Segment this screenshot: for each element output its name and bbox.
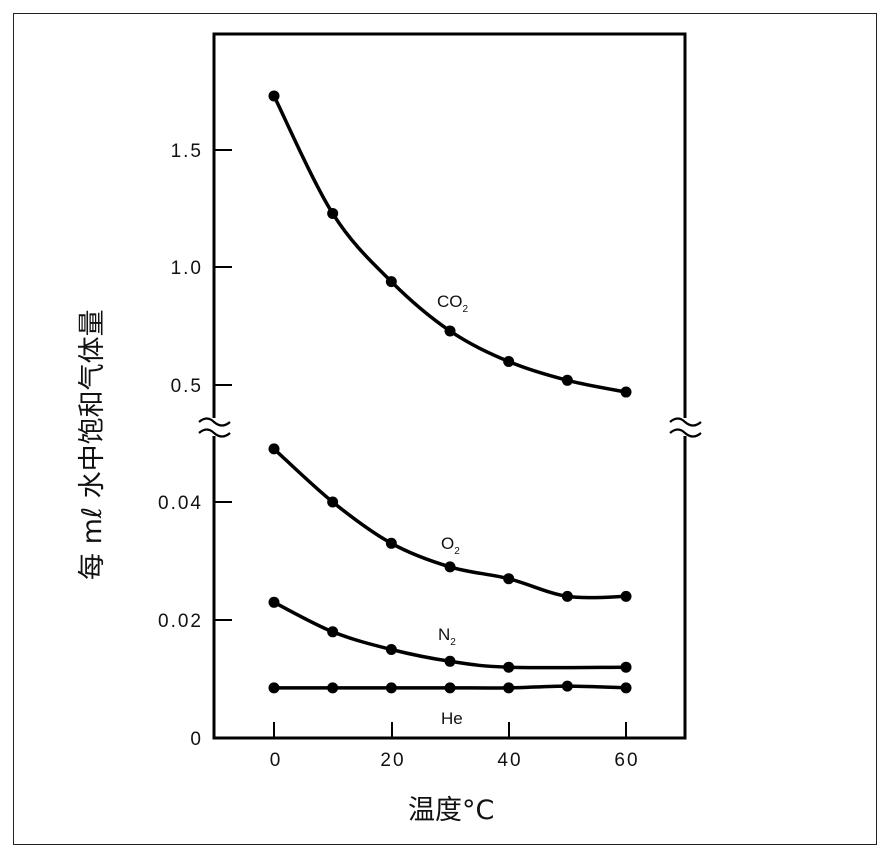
y-tick-label-1.5: 1.5 bbox=[171, 141, 203, 162]
data-point bbox=[620, 661, 632, 673]
data-point bbox=[444, 561, 456, 573]
data-point bbox=[620, 590, 632, 602]
y-tick-label-0: 0 bbox=[190, 729, 203, 750]
data-point bbox=[561, 590, 573, 602]
axis-break-left-icon bbox=[198, 417, 231, 438]
data-point bbox=[444, 655, 456, 667]
series-label-co2: CO2 bbox=[437, 292, 469, 315]
data-point bbox=[561, 680, 573, 692]
axis-break-right-icon bbox=[669, 417, 702, 438]
x-tick-label-0: 0 bbox=[270, 750, 283, 771]
data-point bbox=[327, 626, 339, 638]
data-point bbox=[327, 496, 339, 508]
series-label-n2: N2 bbox=[438, 625, 456, 648]
x-axis-label: 温度°C bbox=[408, 795, 495, 826]
data-point bbox=[503, 661, 515, 673]
data-point bbox=[503, 573, 515, 585]
series-label-he: He bbox=[441, 709, 463, 728]
data-point bbox=[327, 682, 339, 694]
data-point bbox=[561, 374, 573, 386]
data-point bbox=[444, 325, 456, 337]
x-tick-label-40: 40 bbox=[497, 750, 522, 771]
series-label-o2: O2 bbox=[441, 534, 460, 557]
data-point bbox=[385, 644, 397, 655]
data-point bbox=[503, 682, 515, 694]
data-point bbox=[444, 682, 456, 694]
x-tick-label-20: 20 bbox=[380, 750, 405, 771]
figure-border bbox=[13, 13, 877, 845]
series-layer bbox=[268, 90, 632, 694]
series-line-co bbox=[272, 95, 627, 394]
y-tick-label-0.04: 0.04 bbox=[158, 493, 203, 514]
x-tick-label-60: 60 bbox=[614, 750, 639, 771]
series-line-o bbox=[272, 447, 627, 600]
data-point bbox=[620, 682, 632, 694]
x-ticks bbox=[273, 722, 627, 738]
y-ticks bbox=[214, 149, 232, 621]
axis-break-gap-left bbox=[200, 418, 228, 436]
y-tick-label-0.02: 0.02 bbox=[158, 611, 203, 632]
axis-break-gap-right bbox=[671, 418, 699, 436]
data-point bbox=[620, 386, 632, 398]
data-point bbox=[385, 537, 397, 549]
series-line-n bbox=[273, 600, 627, 670]
data-point bbox=[385, 682, 397, 694]
y-axis-label: 每 mℓ 水中饱和气体量 bbox=[77, 309, 108, 580]
data-point bbox=[503, 356, 515, 367]
data-point bbox=[268, 682, 280, 694]
data-point bbox=[327, 207, 339, 219]
y-tick-label-0.5: 0.5 bbox=[171, 376, 203, 397]
data-point bbox=[268, 596, 280, 608]
data-point bbox=[385, 276, 397, 288]
data-point bbox=[268, 443, 280, 455]
data-point bbox=[268, 90, 280, 102]
y-tick-label-1.0: 1.0 bbox=[171, 258, 203, 279]
